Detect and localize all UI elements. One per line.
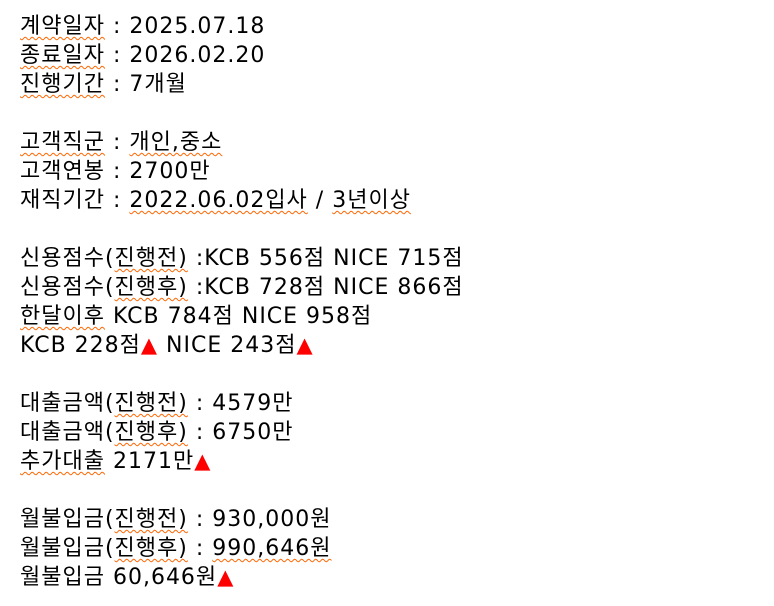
spellcheck-underlined-text: 한달이후 (20, 304, 105, 329)
section-monthly-payments: 월불입금(진행전) : 930,000원 월불입금(진행후) : 990,646원… (20, 505, 766, 592)
text-segment: : (187, 536, 213, 561)
text-segment: 대출금액( (20, 420, 115, 445)
text-segment: / (307, 188, 333, 213)
spellcheck-underlined-text: 진행후) (114, 420, 188, 445)
text-segment: :KCB 728점 NICE 866점 (187, 275, 464, 300)
text-segment: : 7개월 (104, 72, 187, 97)
text-segment: KCB 228점 (20, 333, 141, 358)
text-segment: : 2026.02.20 (104, 43, 266, 68)
text-segment: 재직기간 : (20, 188, 130, 213)
text-segment: 대출금액( (20, 391, 115, 416)
text-segment: 2171만 (104, 449, 195, 474)
text-segment: 월불입금( (20, 507, 115, 532)
section-loan-amounts: 대출금액(진행전) : 4579만 대출금액(진행후) : 6750만 추가대출 2… (20, 389, 766, 476)
text-line: 추가대출 2171만▲ (20, 447, 766, 476)
spellcheck-underlined-text: 진행후) (114, 536, 188, 561)
text-line: 종료일자 : 2026.02.20 (20, 41, 766, 70)
text-line: 신용점수(진행후) :KCB 728점 NICE 866점 (20, 273, 766, 302)
spellcheck-underlined-text: 진행기간 (20, 72, 105, 97)
text-line: KCB 228점▲ NICE 243점▲ (20, 331, 766, 360)
spellcheck-underlined-text: 고객직군 (20, 130, 105, 155)
text-line: 월불입금(진행전) : 930,000원 (20, 505, 766, 534)
text-line: 한달이후 KCB 784점 NICE 958점 (20, 302, 766, 331)
text-line: 월불입금(진행후) : 990,646원 (20, 534, 766, 563)
text-segment: 신용점수( (20, 246, 115, 271)
spellcheck-underlined-text: 990,646원 (212, 536, 332, 561)
text-segment: : (104, 130, 130, 155)
text-segment: 월불입금 60,646원 (20, 565, 218, 590)
spellcheck-underlined-text: 계약일자 (20, 14, 105, 39)
section-contract-dates: 계약일자 : 2025.07.18 종료일자 : 2026.02.20 진행기간 :… (20, 12, 766, 99)
document-page: 계약일자 : 2025.07.18 종료일자 : 2026.02.20 진행기간 :… (20, 12, 766, 592)
text-segment: 신용점수( (20, 275, 115, 300)
spellcheck-underlined-text: 3년이상 (332, 188, 411, 213)
text-line: 고객연봉 : 2700만 (20, 157, 766, 186)
spellcheck-underlined-text: 진행전) (114, 246, 188, 271)
text-segment: 고객연봉 : 2700만 (20, 159, 211, 184)
spellcheck-underlined-text: 개인,중소 (129, 130, 223, 155)
text-segment: 월불입금( (20, 536, 115, 561)
text-line: 신용점수(진행전) :KCB 556점 NICE 715점 (20, 244, 766, 273)
section-credit-scores: 신용점수(진행전) :KCB 556점 NICE 715점 신용점수(진행후) :… (20, 244, 766, 360)
spellcheck-underlined-text: 2022.06.02입사 (129, 188, 308, 213)
text-segment: : 6750만 (187, 420, 294, 445)
text-segment: : 4579만 (187, 391, 294, 416)
spellcheck-underlined-text: 추가대출 (20, 449, 105, 474)
spellcheck-underlined-text: 진행전) (114, 507, 188, 532)
text-line: 월불입금 60,646원▲ (20, 563, 766, 592)
text-line: 재직기간 : 2022.06.02입사 / 3년이상 (20, 186, 766, 215)
text-segment: KCB 784점 NICE 958점 (104, 304, 373, 329)
text-segment: :KCB 556점 NICE 715점 (187, 246, 464, 271)
increase-triangle-icon: ▲ (194, 449, 212, 473)
text-line: 대출금액(진행후) : 6750만 (20, 418, 766, 447)
text-line: 대출금액(진행전) : 4579만 (20, 389, 766, 418)
text-line: 진행기간 : 7개월 (20, 70, 766, 99)
increase-triangle-icon: ▲ (140, 333, 159, 357)
section-customer-profile: 고객직군 : 개인,중소 고객연봉 : 2700만 재직기간 : 2022.06.0… (20, 128, 766, 215)
increase-triangle-icon: ▲ (296, 333, 314, 357)
text-segment: NICE 243점 (158, 333, 297, 358)
increase-triangle-icon: ▲ (217, 565, 235, 589)
text-segment: : 2025.07.18 (104, 14, 266, 39)
spellcheck-underlined-text: 종료일자 (20, 43, 105, 68)
text-line: 계약일자 : 2025.07.18 (20, 12, 766, 41)
text-segment: : 930,000원 (187, 507, 332, 532)
spellcheck-underlined-text: 진행후) (114, 275, 188, 300)
spellcheck-underlined-text: 진행전) (114, 391, 188, 416)
text-line: 고객직군 : 개인,중소 (20, 128, 766, 157)
